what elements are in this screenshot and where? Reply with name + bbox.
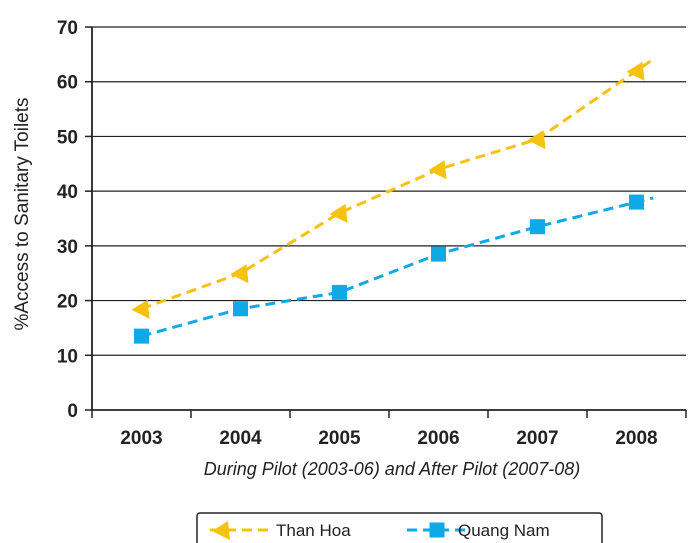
data-point: [431, 246, 446, 262]
legend-label: Quang Nam: [458, 521, 550, 540]
y-tick-label: 40: [57, 182, 78, 203]
legend: Than Hoa Quang Nam: [196, 512, 603, 543]
legend-marker: [212, 521, 230, 540]
x-tick-label: 2005: [318, 428, 361, 449]
y-tick-label: 0: [67, 401, 78, 422]
data-point: [230, 264, 249, 284]
data-point: [233, 301, 248, 317]
y-axis-label: %Access to Sanitary Toilets: [12, 97, 33, 330]
y-tick-label: 60: [57, 73, 78, 94]
x-tick-label: 2003: [120, 428, 162, 449]
x-tick-label: 2007: [516, 428, 558, 449]
y-tick-label: 20: [57, 292, 78, 313]
data-point: [131, 299, 150, 319]
axes: [85, 26, 687, 418]
series-line: [141, 196, 654, 338]
x-tick-label: 2004: [219, 428, 262, 449]
y-tick-labels: 0 10 20 30 40 50 60 70: [57, 18, 78, 422]
grid-lines: [92, 26, 686, 356]
series-quang-nam: [134, 194, 654, 344]
y-tick-label: 50: [57, 127, 78, 148]
data-point: [428, 160, 447, 180]
legend-item-than-hoa: Than Hoa: [210, 521, 351, 540]
x-tick-label: 2006: [417, 428, 459, 449]
y-tick-label: 30: [57, 237, 78, 258]
data-point: [332, 284, 347, 300]
data-point: [329, 204, 348, 224]
data-point: [134, 328, 149, 344]
legend-box: [196, 512, 603, 543]
data-series: [131, 57, 655, 344]
x-axis-label: During Pilot (2003-06) and After Pilot (…: [204, 459, 581, 479]
data-point: [626, 61, 645, 81]
y-tick-label: 70: [57, 18, 78, 39]
y-tick-label: 10: [57, 346, 78, 367]
legend-item-quang-nam: Quang Nam: [407, 521, 550, 540]
data-point: [527, 130, 546, 150]
series-than-hoa: [131, 57, 655, 319]
data-point: [629, 194, 644, 210]
x-tick-labels: 2003 2004 2005 2006 2007 2008: [120, 428, 657, 449]
legend-marker: [429, 522, 445, 538]
x-tick-label: 2008: [615, 428, 657, 449]
legend-label: Than Hoa: [276, 521, 351, 540]
data-point: [530, 219, 545, 235]
